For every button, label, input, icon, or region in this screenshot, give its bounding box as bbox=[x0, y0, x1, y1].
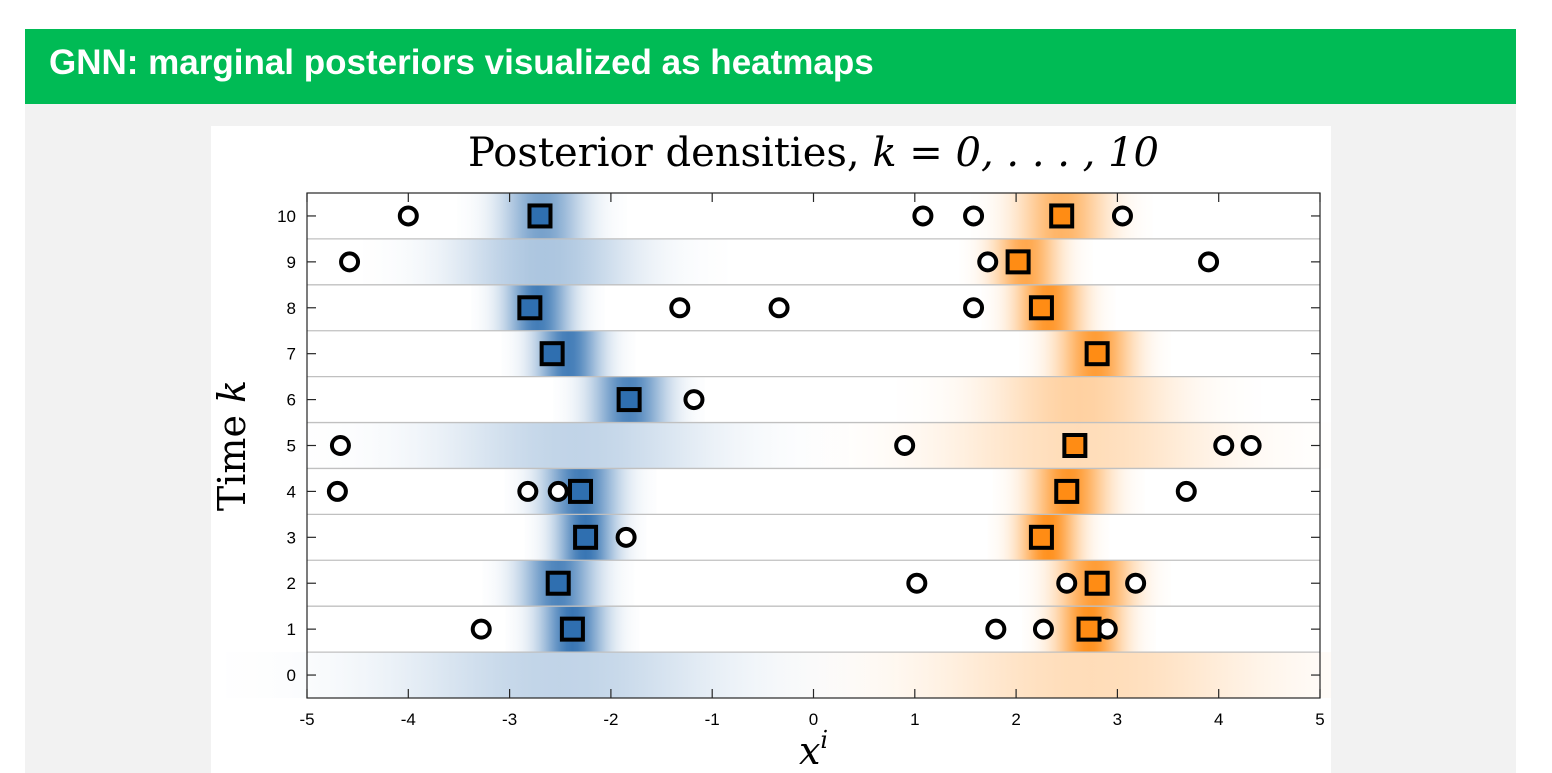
measurement-marker bbox=[906, 572, 928, 594]
x-axis-label: xi bbox=[799, 726, 828, 773]
measurement-marker bbox=[894, 435, 916, 456]
measurement-marker bbox=[1240, 435, 1262, 456]
measurement-marker bbox=[768, 297, 790, 319]
density-band bbox=[501, 330, 636, 377]
estimate-marker bbox=[1049, 203, 1075, 229]
measurement-marker bbox=[683, 389, 705, 411]
axis-ticks: -5 -4 -3 -2 -1 0 1 2 3 4 5 0 1 2 3 4 5 6 7 8 9 10 bbox=[277, 193, 1325, 729]
x-tick-label: 3 bbox=[1113, 710, 1122, 729]
y-tick-label: 5 bbox=[287, 437, 296, 456]
y-tick-label: 10 bbox=[277, 207, 296, 226]
x-axis-label-base: x bbox=[799, 729, 820, 773]
measurement-marker bbox=[1175, 480, 1197, 502]
y-tick-label: 8 bbox=[287, 299, 296, 318]
measurement-markers bbox=[326, 205, 1262, 640]
row-separators bbox=[307, 238, 1320, 653]
y-tick-label: 4 bbox=[287, 482, 296, 501]
x-tick-label: 2 bbox=[1011, 710, 1020, 729]
x-tick-label: -2 bbox=[603, 710, 618, 729]
estimate-marker bbox=[1084, 341, 1110, 367]
y-axis-label-math: k bbox=[211, 380, 254, 403]
slide-title: GNN: marginal posteriors visualized as h… bbox=[49, 43, 874, 82]
estimate-marker bbox=[1028, 524, 1054, 550]
density-band bbox=[301, 422, 849, 469]
y-tick-label: 3 bbox=[287, 528, 296, 547]
measurement-marker bbox=[977, 251, 999, 273]
estimate-marker bbox=[1028, 295, 1054, 321]
estimate-marker bbox=[539, 341, 565, 367]
y-tick-label: 0 bbox=[287, 666, 296, 685]
figure: -5 -4 -3 -2 -1 0 1 2 3 4 5 0 1 2 3 4 5 6 7 8 9 10 Posterior d… bbox=[211, 126, 1331, 773]
estimate-markers bbox=[517, 203, 1110, 642]
estimate-marker bbox=[1005, 249, 1031, 275]
measurement-marker bbox=[1111, 205, 1133, 227]
density-band bbox=[896, 376, 1262, 423]
measurement-marker bbox=[547, 480, 569, 502]
x-tick-label: -1 bbox=[705, 710, 720, 729]
measurement-marker bbox=[397, 205, 419, 227]
measurement-marker bbox=[1056, 572, 1078, 594]
measurement-marker bbox=[669, 297, 691, 319]
measurement-marker bbox=[615, 526, 637, 548]
estimate-marker bbox=[1062, 433, 1088, 458]
density-band bbox=[362, 238, 728, 285]
estimate-marker bbox=[1084, 570, 1110, 596]
x-tick-label: 4 bbox=[1214, 710, 1223, 729]
density-bands bbox=[225, 193, 1331, 698]
y-tick-label: 7 bbox=[287, 345, 296, 364]
measurement-marker bbox=[1213, 435, 1235, 456]
measurement-marker bbox=[1125, 572, 1147, 594]
x-tick-label: 5 bbox=[1315, 710, 1324, 729]
measurement-marker bbox=[1198, 251, 1220, 273]
estimate-marker bbox=[573, 524, 599, 550]
y-tick-label: 2 bbox=[287, 574, 296, 593]
measurement-marker bbox=[517, 480, 539, 502]
measurement-marker bbox=[963, 205, 985, 227]
x-tick-label: 1 bbox=[910, 710, 919, 729]
density-band bbox=[757, 652, 1331, 698]
x-tick-label: -4 bbox=[401, 710, 416, 729]
estimate-marker bbox=[527, 203, 553, 229]
chart-title: Posterior densities, k = 0, . . . , 10 bbox=[468, 130, 1159, 176]
y-axis-label-text: Time bbox=[211, 403, 254, 511]
x-tick-label: -5 bbox=[299, 710, 314, 729]
y-tick-label: 9 bbox=[287, 253, 296, 272]
measurement-marker bbox=[1032, 618, 1054, 640]
posterior-heatmap-chart: -5 -4 -3 -2 -1 0 1 2 3 4 5 0 1 2 3 4 5 6 7 8 9 10 Posterior d… bbox=[211, 130, 1331, 773]
measurement-marker bbox=[329, 435, 351, 456]
estimate-marker bbox=[559, 616, 585, 642]
measurement-marker bbox=[985, 618, 1007, 640]
estimate-marker bbox=[517, 295, 543, 321]
measurement-marker bbox=[912, 205, 934, 227]
estimate-marker bbox=[616, 387, 642, 413]
x-tick-label: 0 bbox=[809, 710, 818, 729]
x-tick-label: -3 bbox=[502, 710, 517, 729]
y-axis-label: Time k bbox=[211, 380, 254, 511]
slide-title-bar: GNN: marginal posteriors visualized as h… bbox=[25, 29, 1516, 104]
y-tick-label: 1 bbox=[287, 620, 296, 639]
estimate-marker bbox=[1054, 478, 1080, 504]
measurement-marker bbox=[326, 480, 348, 502]
measurement-marker bbox=[963, 297, 985, 319]
measurement-marker bbox=[339, 251, 361, 273]
chart-title-text: Posterior densities, bbox=[468, 130, 872, 176]
x-axis-label-superscript: i bbox=[820, 726, 828, 754]
y-tick-label: 6 bbox=[287, 391, 296, 410]
estimate-marker bbox=[545, 570, 571, 596]
estimate-marker bbox=[1076, 616, 1102, 642]
chart-title-math: k = 0, . . . , 10 bbox=[872, 130, 1159, 176]
measurement-marker bbox=[470, 618, 492, 640]
estimate-marker bbox=[568, 478, 594, 504]
